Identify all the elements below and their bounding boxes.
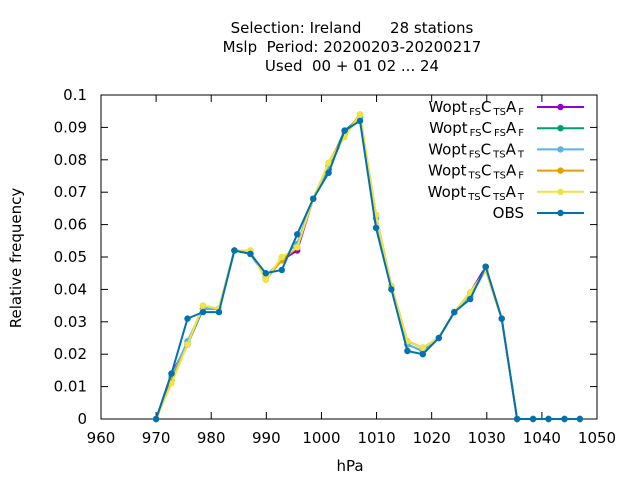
series-point	[561, 415, 568, 423]
legend-entry: Wopt TSC TSA T	[428, 183, 584, 203]
series-point	[482, 263, 489, 270]
series-point	[262, 270, 269, 277]
title-line: Mslp Period: 20200203-20200217	[223, 38, 482, 56]
x-tick-label: 1020	[413, 429, 451, 447]
y-axis-ticks: 0 0.01 0.02 0.03 0.04 0.05 0.06 0.07 0.08 0.09 0.1	[54, 86, 597, 428]
y-tick-label: 0.09	[54, 118, 87, 136]
series-point	[325, 159, 332, 167]
series-point	[356, 117, 364, 125]
series-point	[372, 224, 380, 231]
legend-marker	[557, 167, 564, 174]
y-tick-label: 0.07	[54, 183, 87, 201]
series-point	[419, 344, 426, 351]
series-point	[529, 415, 537, 423]
x-tick-label: 980	[197, 429, 226, 447]
series-point	[467, 295, 474, 303]
legend-label: Wopt FSC FSA F	[429, 119, 524, 139]
y-tick-label: 0.08	[54, 151, 87, 169]
series-point	[262, 276, 269, 283]
series-point	[310, 195, 317, 202]
x-axis-label: hPa	[336, 457, 363, 475]
y-tick-label: 0.02	[54, 345, 87, 363]
y-tick-label: 0	[77, 410, 87, 428]
legend-entry: Wopt FSC FSA F	[429, 119, 584, 139]
y-tick-label: 0.03	[54, 313, 87, 331]
title-line: Used 00 + 01 02 ... 24	[265, 57, 439, 75]
y-tick-label: 0.05	[54, 248, 87, 266]
x-tick-label: 1000	[302, 429, 340, 447]
series-point	[184, 341, 191, 348]
x-tick-label: 970	[142, 429, 171, 447]
legend-marker	[557, 188, 564, 195]
title-line: Selection: Ireland 28 stations	[231, 19, 474, 37]
series-point	[152, 415, 160, 423]
y-tick-label: 0.01	[54, 378, 87, 396]
series-5	[152, 117, 584, 423]
y-tick-label: 0.06	[54, 216, 87, 234]
series-line	[155, 111, 580, 420]
legend-label: Wopt FSC TSA T	[428, 140, 525, 160]
series-point	[199, 302, 207, 309]
series-point	[278, 266, 285, 274]
legend-label: Wopt TSC TSA F	[428, 162, 524, 182]
x-tick-label: 1030	[468, 429, 506, 447]
legend-label: Wopt FSC TSA F	[429, 98, 525, 118]
legend-entry: Wopt FSC TSA F	[429, 98, 584, 118]
x-axis-ticks: 960 970 980 990 1000 1010 1020 1030 1040 1050	[87, 95, 616, 447]
legend-marker	[557, 103, 564, 111]
legend-marker	[557, 146, 564, 153]
series-point	[278, 253, 285, 261]
series-point	[341, 127, 348, 134]
x-tick-label: 960	[87, 429, 116, 447]
series-point	[435, 334, 442, 342]
x-tick-label: 1040	[523, 429, 561, 447]
series-point	[404, 347, 411, 355]
series-point	[513, 415, 521, 423]
series-point	[231, 247, 238, 254]
series-point	[247, 250, 254, 257]
legend-marker	[557, 125, 564, 132]
x-tick-label: 1050	[578, 429, 616, 447]
series-point	[325, 169, 332, 176]
series-point	[545, 415, 552, 423]
series-point	[215, 308, 223, 316]
series-point	[294, 244, 301, 251]
series-point	[356, 111, 364, 118]
series-point	[576, 415, 584, 423]
legend-label: Wopt TSC TSA T	[428, 183, 525, 203]
y-axis-label: Relative frequency	[7, 188, 25, 329]
series-point	[294, 231, 301, 238]
legend-entry: Wopt TSC TSA F	[428, 162, 584, 182]
y-tick-label: 0.04	[54, 280, 87, 298]
series-point	[199, 308, 207, 316]
legend-entry: Wopt FSC TSA T	[428, 140, 584, 160]
legend-entry: OBS	[493, 204, 584, 222]
x-tick-label: 1010	[357, 429, 395, 447]
series-point	[388, 286, 395, 293]
series-point	[451, 308, 458, 316]
legend-marker	[557, 209, 564, 217]
series-line	[155, 119, 580, 420]
x-tick-label: 990	[252, 429, 281, 447]
series-point	[498, 315, 505, 322]
series-lines	[152, 111, 584, 423]
series-point	[168, 370, 175, 377]
series-point	[168, 380, 175, 387]
y-tick-label: 0.1	[63, 86, 87, 104]
series-point	[184, 315, 191, 322]
series-point	[419, 351, 426, 358]
legend-label: OBS	[493, 204, 524, 222]
